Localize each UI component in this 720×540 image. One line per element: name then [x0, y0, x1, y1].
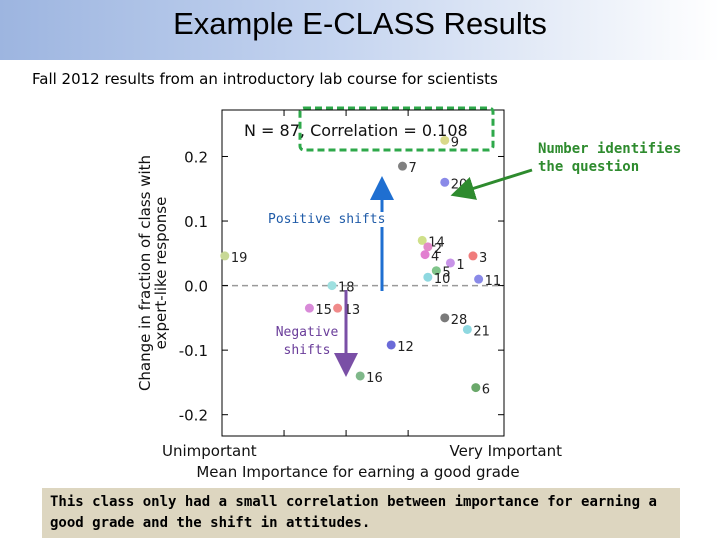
data-point-label-q5: 5 [442, 266, 450, 281]
stats-text: N = 87, Correlation = 0.108 [244, 121, 468, 140]
y-tick-label: -0.1 [179, 342, 208, 360]
data-point-q5 [431, 266, 441, 276]
data-point-label-q4: 4 [431, 250, 439, 265]
data-point-q15 [304, 303, 314, 313]
data-point-q12 [386, 340, 396, 350]
data-point-label-q3: 3 [479, 251, 487, 266]
data-point-q2 [423, 242, 433, 252]
y-tick-label: -0.2 [179, 407, 208, 425]
slide-subtitle: Fall 2012 results from an introductory l… [32, 70, 498, 88]
data-point-label-q1: 1 [456, 258, 464, 273]
data-point-label-q19: 19 [231, 251, 248, 266]
negative-shifts-label: Negative shifts [275, 325, 339, 358]
data-point-q19 [220, 251, 230, 261]
data-point-label-q13: 13 [344, 303, 361, 318]
positive-shifts-label: Positive shifts [268, 212, 386, 227]
data-point-label-q12: 12 [397, 340, 414, 355]
data-point-q21 [462, 324, 472, 334]
x-axis-title: Mean Importance for earning a good grade [196, 463, 519, 481]
data-point-label-q16: 16 [366, 371, 383, 386]
callout-text: Number identifies the question [538, 141, 682, 175]
data-point-label-q18: 18 [338, 281, 355, 296]
data-point-label-q15: 15 [315, 303, 332, 318]
y-axis-title-line1: Change in fraction of class with [136, 155, 154, 391]
y-axis-title-line2: expert-like response [152, 197, 170, 350]
data-point-label-q14: 14 [428, 235, 445, 250]
data-point-q11 [474, 274, 484, 284]
x-tick-label-high: Very Important [450, 442, 563, 460]
conclusion-box: This class only had a small correlation … [42, 488, 680, 538]
data-point-label-q28: 28 [451, 313, 468, 328]
data-point-q14 [417, 235, 427, 245]
data-point-q9 [440, 135, 450, 145]
data-point-label-q9: 9 [451, 135, 459, 150]
y-tick-label: 0.2 [184, 148, 208, 166]
plot-frame [221, 109, 505, 437]
x-tick-label-low: Unimportant [162, 442, 257, 460]
data-point-label-q7: 7 [408, 161, 416, 176]
data-point-q6 [471, 383, 481, 393]
data-point-q1 [445, 258, 455, 268]
data-point-label-q2: 2 [434, 242, 442, 257]
slide-title: Example E-CLASS Results [173, 6, 547, 41]
data-point-label-q21: 21 [473, 324, 490, 339]
data-point-q28 [440, 313, 450, 323]
y-tick-label: 0.1 [184, 213, 208, 231]
data-point-q3 [468, 251, 478, 261]
title-bar [0, 0, 720, 60]
data-point-q18 [327, 281, 337, 291]
data-point-q20 [440, 177, 450, 187]
data-point-q7 [397, 161, 407, 171]
y-tick-label: 0.0 [184, 278, 208, 296]
data-point-q4 [420, 250, 430, 260]
data-point-q10 [423, 272, 433, 282]
data-point-label-q6: 6 [482, 383, 490, 398]
callout-arrow [450, 168, 533, 200]
data-point-q13 [333, 303, 343, 313]
data-point-label-q11: 11 [485, 274, 502, 289]
stats-highlight-box [298, 106, 495, 152]
data-point-q16 [355, 371, 365, 381]
data-point-label-q10: 10 [434, 272, 451, 287]
